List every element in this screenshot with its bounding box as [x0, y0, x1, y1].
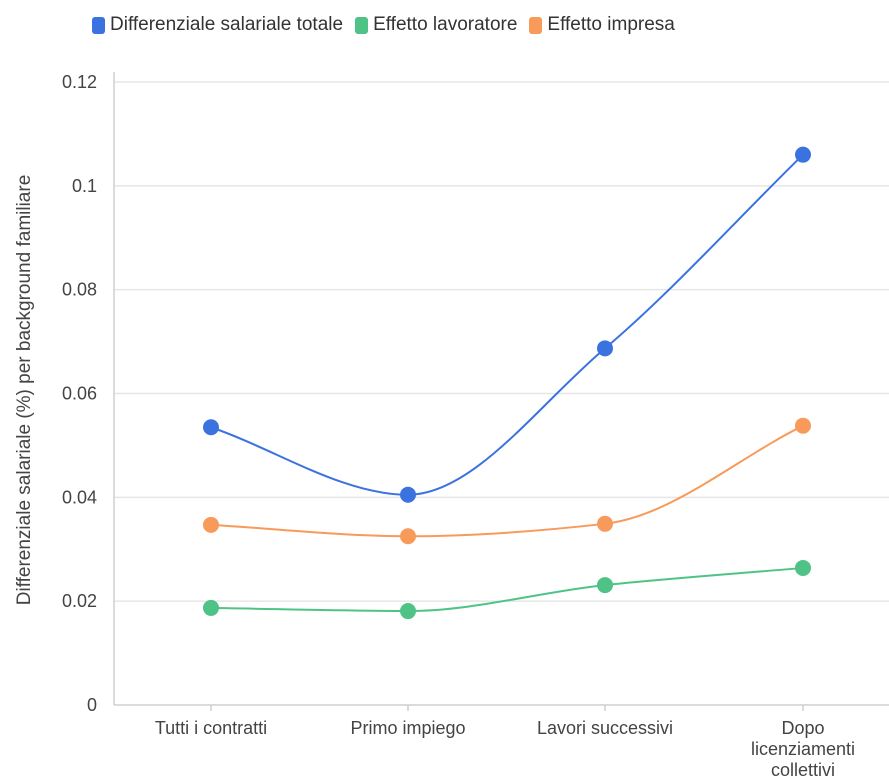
- x-tick-label: Primo impiego: [350, 718, 465, 738]
- data-point-lavoratore[interactable]: [400, 603, 416, 620]
- x-tick-label-line: Tutti i contratti: [155, 718, 267, 738]
- y-tick-label: 0.06: [62, 384, 97, 404]
- data-point-impresa[interactable]: [203, 516, 219, 533]
- series-line-impresa: [210, 424, 804, 538]
- x-tick-label: Tutti i contratti: [155, 718, 267, 738]
- x-tick-label-line: Lavori successivi: [537, 718, 673, 738]
- y-tick-label: 0.02: [62, 591, 97, 611]
- series-line-lavoratore: [210, 566, 804, 613]
- data-point-impresa[interactable]: [795, 417, 811, 434]
- axes: [113, 72, 889, 706]
- y-axis-label: Differenziale salariale (%) per backgrou…: [14, 175, 35, 606]
- series-line-totale: [210, 153, 804, 496]
- x-tick-label-line: licenziamenti: [751, 739, 855, 759]
- legend-item-lavoratore[interactable]: Effetto lavoratore: [355, 14, 517, 36]
- y-tick-label: 0.1: [72, 176, 97, 196]
- data-point-lavoratore[interactable]: [795, 559, 811, 576]
- series-totale: [203, 146, 811, 503]
- series-impresa: [203, 417, 811, 545]
- legend-swatch-totale: [92, 16, 105, 34]
- legend-label-lavoratore: Effetto lavoratore: [373, 14, 518, 35]
- x-tick-label-line: collettivi: [771, 760, 835, 780]
- data-point-lavoratore[interactable]: [597, 577, 613, 594]
- x-tick-label: Dopo licenziamenti collettivi: [751, 718, 855, 780]
- legend-label-totale: Differenziale salariale totale: [110, 14, 344, 35]
- data-point-totale[interactable]: [203, 419, 219, 436]
- x-tick-label: Lavori successivi: [537, 718, 673, 738]
- y-tick-labels: 0 0.02 0.04 0.06 0.08 0.1 0.12: [62, 72, 97, 715]
- y-tick-label: 0.04: [62, 487, 97, 507]
- y-tick-label: 0: [87, 695, 97, 715]
- grid-lines: [114, 81, 889, 602]
- y-tick-label: 0.08: [62, 280, 97, 300]
- data-point-totale[interactable]: [597, 340, 613, 357]
- series-lavoratore: [203, 559, 811, 620]
- legend-label-impresa: Effetto impresa: [547, 14, 675, 35]
- x-tick-label-line: Primo impiego: [350, 718, 465, 738]
- legend-item-totale[interactable]: Differenziale salariale totale: [92, 14, 343, 36]
- x-tick-labels: Tutti i contratti Primo impiego Lavori suc…: [155, 705, 855, 780]
- data-point-lavoratore[interactable]: [203, 599, 219, 616]
- data-point-totale[interactable]: [795, 146, 811, 163]
- data-point-impresa[interactable]: [400, 528, 416, 545]
- data-point-totale[interactable]: [400, 486, 416, 503]
- legend-swatch-lavoratore: [355, 16, 369, 34]
- legend: Differenziale salariale totale Effetto l…: [92, 14, 675, 36]
- data-point-impresa[interactable]: [597, 515, 613, 532]
- series-group: [203, 146, 811, 620]
- y-tick-label: 0.12: [62, 72, 97, 92]
- legend-swatch-impresa: [529, 16, 543, 34]
- x-tick-label-line: Dopo: [781, 718, 824, 738]
- legend-item-impresa[interactable]: Effetto impresa: [529, 14, 675, 36]
